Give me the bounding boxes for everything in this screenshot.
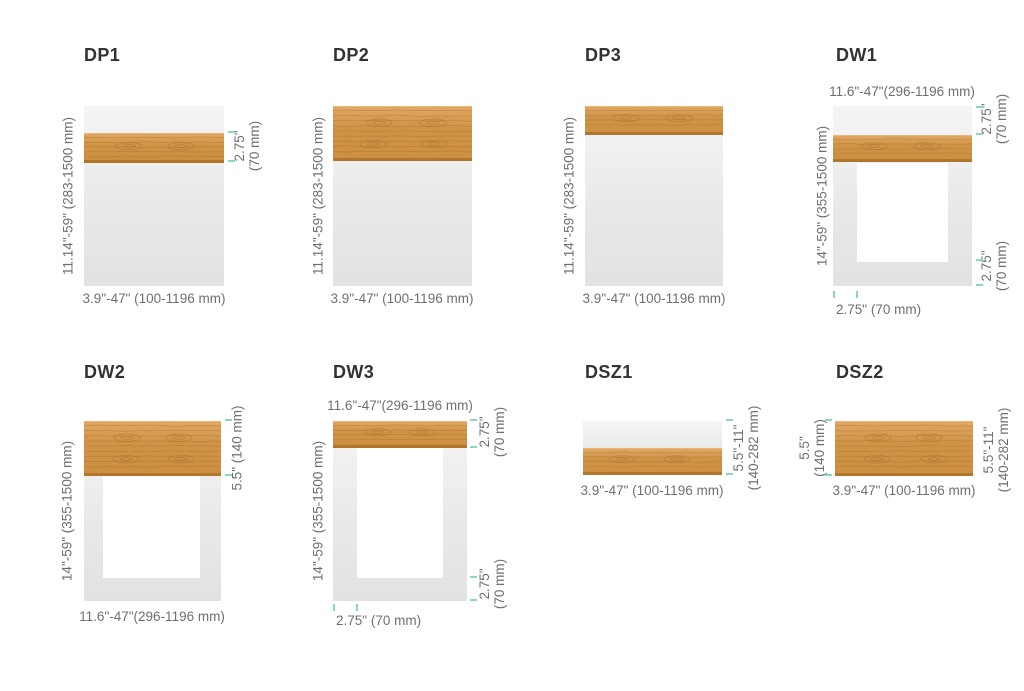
- dw1-bottom-rail-dimension-label: 2.75" (70 mm): [979, 241, 1009, 291]
- dw1-top-rail-dimension-label: 2.75" (70 mm): [979, 94, 1009, 144]
- dim-tick: [976, 106, 983, 108]
- panel-title-dp1: DP1: [84, 45, 121, 65]
- dw1-panel-body: [833, 106, 972, 286]
- dw2-wood-strip: [84, 421, 221, 476]
- dim-tick: [470, 446, 477, 448]
- dw3-bottom-rail-mm: (70 mm): [492, 558, 507, 610]
- dim-tick: [356, 604, 358, 611]
- dsz2-wood-panel: [835, 421, 973, 476]
- dsz2-fixed-height-mm: (140 mm): [812, 419, 827, 477]
- dp2-height-range-label: 11.14"-59" (283-1500 mm): [310, 117, 326, 275]
- dw2-panel-body: [84, 421, 221, 601]
- dsz1-panel-body: [583, 421, 722, 475]
- dw3-bottom-rail-inches: 2.75": [477, 568, 492, 600]
- dp3-width-range-label: 3.9"-47" (100-1196 mm): [582, 291, 726, 306]
- dw3-wood-strip: [333, 421, 467, 448]
- dim-tick: [228, 160, 235, 162]
- dp2-panel-body: [333, 106, 472, 286]
- dw2-height-range-label: 14"-59" (355-1500 mm): [59, 440, 75, 582]
- dim-tick: [833, 291, 835, 298]
- panel-title-dw3: DW3: [333, 362, 375, 382]
- dim-tick: [228, 131, 235, 133]
- dsz2-fixed-height-inches: 5.5": [797, 436, 812, 460]
- dw3-height-range-label: 14"-59" (355-1500 mm): [310, 440, 326, 582]
- dw3-panel-body: [333, 421, 467, 601]
- dim-tick: [976, 259, 983, 261]
- dw1-top-rail-inches: 2.75": [979, 103, 994, 135]
- dp3-panel-body: [585, 106, 723, 286]
- dim-tick: [856, 291, 858, 298]
- dp1-panel-body: [84, 106, 224, 286]
- dp1-wood-strip: [84, 133, 224, 163]
- dw1-bottom-rail-mm: (70 mm): [994, 240, 1009, 292]
- dsz1-height-inches: 5.5"-11": [731, 424, 746, 472]
- dp1-strip-dim-mm: (70 mm): [247, 120, 262, 172]
- dw1-height-range-label: 14"-59" (355-1500 mm): [814, 125, 830, 267]
- dsz1-height-mm: (140-282 mm): [746, 405, 761, 491]
- dsz2-height-range-mm: (140-282 mm): [996, 407, 1011, 493]
- dsz1-width-range-label: 3.9"-47" (100-1196 mm): [580, 483, 724, 498]
- dp1-strip-dim-inches: 2.75": [232, 130, 247, 162]
- dim-tick: [726, 419, 733, 421]
- dw2-frame-opening: [103, 476, 200, 578]
- dp1-strip-dimension-label: 2.75" (70 mm): [232, 121, 262, 171]
- dim-tick: [726, 473, 733, 475]
- dw3-top-rail-mm: (70 mm): [492, 406, 507, 458]
- dsz2-fixed-height-label: 5.5" (140 mm): [797, 419, 827, 477]
- dw3-top-rail-dimension-label: 2.75" (70 mm): [477, 407, 507, 457]
- dw1-width-range-label: 11.6"-47"(296-1196 mm): [829, 84, 975, 99]
- dsz2-width-range-label: 3.9"-47" (100-1196 mm): [832, 483, 976, 498]
- dsz2-height-range-inches: 5.5"-11": [981, 426, 996, 474]
- dim-tick: [976, 133, 983, 135]
- dw3-width-range-label: 11.6"-47"(296-1196 mm): [327, 398, 473, 413]
- dw3-frame-opening: [357, 448, 443, 578]
- dp1-width-range-label: 3.9"-47" (100-1196 mm): [82, 291, 226, 306]
- dw3-stile-dimension-label: 2.75" (70 mm): [336, 613, 422, 628]
- dim-tick: [825, 419, 832, 421]
- dsz1-height-range-label: 5.5"-11" (140-282 mm): [731, 406, 761, 491]
- dw1-stile-dimension-label: 2.75" (70 mm): [836, 302, 922, 317]
- dsz1-wood-strip: [583, 448, 722, 475]
- dp2-width-range-label: 3.9"-47" (100-1196 mm): [330, 291, 474, 306]
- panel-title-dp2: DP2: [333, 45, 370, 65]
- dim-tick: [825, 474, 832, 476]
- dim-tick: [225, 474, 232, 476]
- panel-title-dw2: DW2: [84, 362, 126, 382]
- panel-title-dsz1: DSZ1: [585, 362, 633, 382]
- dim-tick: [976, 284, 983, 286]
- dw1-wood-strip: [833, 135, 972, 162]
- panel-title-dp3: DP3: [585, 45, 622, 65]
- dp1-height-range-label: 11.14"-59" (283-1500 mm): [60, 117, 76, 275]
- dim-tick: [470, 576, 477, 578]
- panel-title-dsz2: DSZ2: [836, 362, 884, 382]
- panel-title-dw1: DW1: [836, 45, 878, 65]
- dim-tick: [470, 419, 477, 421]
- dim-tick: [225, 419, 232, 421]
- dp3-wood-strip: [585, 106, 723, 135]
- dp2-wood-strip: [333, 106, 472, 161]
- dw2-width-range-label: 11.6"-47"(296-1196 mm): [79, 609, 225, 624]
- dw3-bottom-rail-dimension-label: 2.75" (70 mm): [477, 559, 507, 609]
- dw3-top-rail-inches: 2.75": [477, 416, 492, 448]
- dim-tick: [470, 599, 477, 601]
- dw1-top-rail-mm: (70 mm): [994, 93, 1009, 145]
- dsz2-height-range-label: 5.5"-11" (140-282 mm): [981, 408, 1011, 493]
- dp3-height-range-label: 11.14"-59" (283-1500 mm): [561, 117, 577, 275]
- dw1-frame-opening: [857, 163, 948, 262]
- dim-tick: [333, 604, 335, 611]
